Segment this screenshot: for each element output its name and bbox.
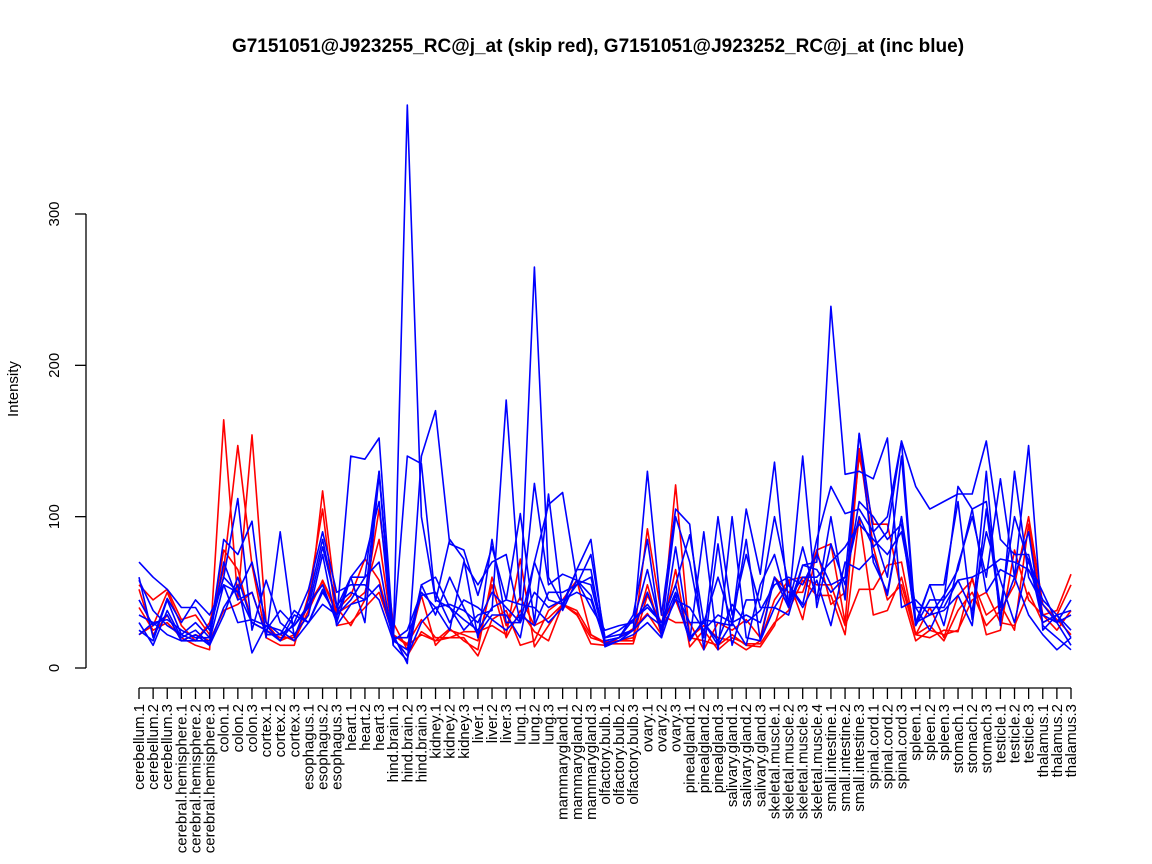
x-tick-label: colon.1 [216,704,233,752]
x-tick-label: heart.2 [357,704,374,751]
x-tick-label: kidney.3 [456,704,473,759]
x-tick-label: cortex.2 [272,704,289,757]
x-tick-label: esophagus.1 [300,704,317,790]
x-tick-label: esophagus.2 [315,704,332,790]
x-tick-label: liver.3 [498,704,515,743]
x-tick-label: ovary.2 [653,704,670,752]
x-tick-label: lung.2 [526,704,543,745]
x-tick-label: olfactory.bulb.2 [611,704,628,805]
x-tick-label: hind.brain.1 [385,704,402,782]
x-tick-label: heart.1 [343,704,360,751]
x-tick-label: lung.1 [512,704,529,745]
x-tick-label: cerebral.hemisphere.1 [173,704,190,853]
x-tick-label: heart.3 [371,704,388,751]
x-tick-label: small.intestine.1 [823,704,840,812]
y-tick-label: 0 [46,664,63,672]
x-tick-label: cortex.3 [286,704,303,757]
series-line-6 [138,473,1072,657]
x-tick-label: skeletal.muscle.2 [781,704,798,819]
x-tick-label: thalamus.1 [1035,704,1052,777]
x-tick-label: skeletal.muscle.4 [809,704,826,819]
series-line-3 [138,444,1072,657]
x-tick-label: cerebral.hemisphere.3 [202,704,219,853]
series-line-11 [138,440,1072,646]
y-tick-label: 200 [46,353,63,378]
x-tick-label: stomach.3 [978,704,995,773]
y-tick-label: 100 [46,504,63,529]
x-tick-label: spleen.3 [936,704,953,761]
x-tick-label: spinal.cord.2 [879,704,896,789]
x-tick-label: lung.3 [541,704,558,745]
x-tick-label: small.intestine.3 [851,704,868,812]
x-tick-label: salivary.gland.2 [738,704,755,807]
x-tick-label: cortex.1 [258,704,275,757]
y-axis: 0 100 200 300 [46,201,87,672]
x-tick-label: thalamus.3 [1063,704,1080,777]
y-axis-label: Intensity [5,361,22,417]
x-tick-label: stomach.2 [964,704,981,773]
x-tick-label: testicle.3 [1021,704,1038,763]
x-tick-label: pinealgland.1 [682,704,699,793]
x-tick-label: stomach.1 [950,704,967,773]
x-tick-label: spleen.1 [908,704,925,761]
x-tick-label: testicle.2 [1007,704,1024,763]
x-tick-label: skeletal.muscle.3 [795,704,812,819]
x-tick-label: thalamus.2 [1049,704,1066,777]
x-tick-label: pinealgland.2 [696,704,713,793]
x-tick-label: mammarygland.1 [555,704,572,820]
x-tick-label: kidney.2 [442,704,459,759]
x-tick-label: cerebellum.3 [159,704,176,790]
x-tick-label: colon.3 [244,704,261,752]
x-tick-label: cerebellum.2 [145,704,162,790]
series-line-10 [138,455,1072,651]
series-line-5 [138,104,1072,651]
x-tick-label: esophagus.3 [329,704,346,790]
x-tick-label: pinealgland.3 [710,704,727,793]
series-lines [138,104,1072,665]
x-tick-label: salivary.gland.3 [752,704,769,807]
x-tick-label: liver.2 [484,704,501,743]
x-tick-label: spleen.2 [922,704,939,761]
x-tick-label: salivary.gland.1 [724,704,741,807]
x-tick-label: olfactory.bulb.3 [625,704,642,805]
x-tick-label: testicle.1 [992,704,1009,763]
x-tick-label: liver.1 [470,704,487,743]
x-tick-label: spinal.cord.1 [865,704,882,789]
x-tick-label: mammarygland.2 [569,704,586,820]
x-tick-label: hind.brain.2 [399,704,416,782]
x-tick-label: kidney.1 [428,704,445,759]
y-tick-label: 300 [46,201,63,226]
x-axis: cerebellum.1cerebellum.2cerebellum.3cere… [131,687,1080,853]
x-tick-label: mammarygland.3 [583,704,600,820]
chart-title: G7151051@J923255_RC@j_at (skip red), G71… [232,36,964,57]
x-tick-label: skeletal.muscle.1 [766,704,783,819]
x-tick-label: colon.2 [230,704,247,752]
x-tick-label: olfactory.bulb.1 [597,704,614,805]
x-tick-label: spinal.cord.3 [894,704,911,789]
series-line-12 [138,523,1072,647]
x-tick-label: cerebellum.1 [131,704,148,790]
x-tick-label: hind.brain.3 [413,704,430,782]
x-tick-label: ovary.3 [668,704,685,752]
x-tick-label: small.intestine.2 [837,704,854,812]
x-tick-label: ovary.1 [639,704,656,752]
x-tick-label: cerebral.hemisphere.2 [187,704,204,853]
